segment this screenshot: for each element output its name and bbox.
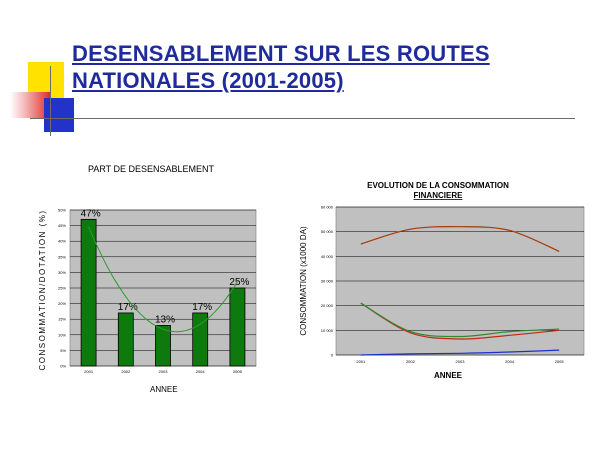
bar-gridlines [70, 209, 256, 367]
bar-y-tick-label: 30% [58, 270, 66, 275]
logo-red-square [10, 92, 50, 118]
line-x-tick-labels: 2001 2002 2003 2004 2005 [356, 359, 564, 364]
bar-x-tick-labels: 2001 2002 2003 2004 2005 [84, 369, 242, 374]
line-y-tick-labels: 0 10 000 20 000 30 000 40 000 50 000 60 000 [321, 205, 334, 358]
line-y-tick-label: 20 000 [321, 303, 334, 308]
line-series-path [360, 302, 560, 338]
slide-title-line-2: NATIONALES (2001-2005) [72, 68, 344, 93]
bar-data-label: 13% [155, 314, 175, 325]
line-series-path [360, 225, 560, 252]
logo-blue-square [44, 98, 74, 132]
bar-y-tick-label: 50% [58, 208, 66, 213]
bar-y-axis-label: CONSOMMATION/DOTATION (%) [38, 209, 47, 370]
line-x-tick-label: 2002 [406, 359, 416, 364]
bar-y-tick-label: 5% [60, 348, 66, 353]
line-chart-title-line-1: EVOLUTION DE LA CONSOMMATION [367, 181, 509, 190]
line-x-tick-label: 2001 [356, 359, 366, 364]
line-y-tick-label: 30 000 [321, 279, 334, 284]
line-series [360, 225, 560, 356]
bar [155, 325, 171, 367]
bar-data-label: 25% [229, 277, 249, 288]
bar-y-tick-label: 0% [60, 364, 66, 369]
slide-title-line-1: DESENSABLEMENT SUR LES ROUTES [72, 41, 490, 66]
bar-chart-title: PART DE DESENSABLEMENT [88, 164, 215, 174]
bar-y-tick-label: 10% [58, 332, 66, 337]
bar-y-tick-label: 15% [58, 317, 66, 322]
bar-x-tick-label: 2003 [159, 369, 169, 374]
line-gridlines [336, 206, 584, 356]
bar-x-tick-label: 2002 [121, 369, 131, 374]
line-series-path [360, 302, 560, 340]
bar [117, 312, 134, 367]
line-chart-title-line-2: FINANCIERE [414, 191, 464, 200]
line-x-tick-label: 2005 [555, 359, 565, 364]
bar-trendline [88, 226, 238, 333]
bar-y-tick-label: 20% [58, 301, 66, 306]
bar-x-axis-label: ANNEE [150, 385, 178, 394]
bar-x-tick-label: 2001 [84, 369, 94, 374]
bar-y-tick-label: 45% [58, 223, 66, 228]
bar-data-label: 17% [192, 302, 212, 313]
line-y-tick-label: 0 [331, 353, 334, 358]
bar-data-label: 47% [81, 208, 101, 219]
bar [80, 218, 97, 367]
bar-data-label: 17% [118, 302, 138, 313]
bar-x-tick-label: 2005 [233, 369, 243, 374]
line-x-axis-label: ANNEE [434, 371, 463, 380]
bar-data-labels: 47% 17% 13% 17% 25% [81, 208, 250, 325]
bar-y-tick-labels: 0% 5% 10% 15% 20% 25% 30% 35% 40% 45% 50% [58, 208, 66, 369]
bar-x-tick-label: 2004 [196, 369, 206, 374]
slide-title: DESENSABLEMENT SUR LES ROUTES NATIONALES… [72, 40, 572, 94]
bar-y-tick-label: 25% [58, 286, 66, 291]
title-divider [30, 118, 575, 119]
bar-series [80, 218, 246, 367]
line-y-tick-label: 60 000 [321, 205, 334, 210]
bar-y-tick-label: 40% [58, 239, 66, 244]
line-y-tick-label: 10 000 [321, 328, 334, 333]
line-x-tick-label: 2004 [505, 359, 515, 364]
bar [229, 287, 246, 367]
line-chart: EVOLUTION DE LA CONSOMMATION FINANCIERE … [299, 181, 585, 380]
bar-y-tick-label: 35% [58, 254, 66, 259]
line-y-axis-label: CONSOMMATION (x1000 DA) [299, 226, 308, 336]
bar-chart: PART DE DESENSABLEMENT 0% 5% 10% 15% 20% 25% 3… [38, 164, 257, 394]
line-x-tick-label: 2003 [456, 359, 466, 364]
logo-vertical-line [50, 66, 51, 136]
line-y-tick-label: 50 000 [321, 229, 334, 234]
line-series-path [360, 349, 560, 356]
line-y-tick-label: 40 000 [321, 254, 334, 259]
